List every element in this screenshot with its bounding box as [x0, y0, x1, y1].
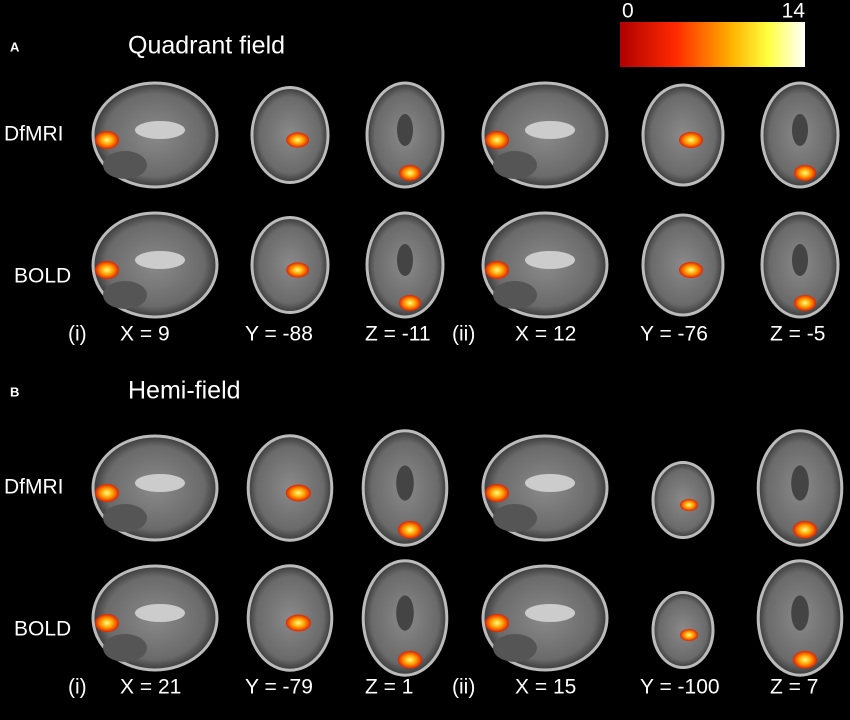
slice-coordinate: X = 15	[515, 676, 576, 699]
ventricle	[397, 114, 413, 146]
panel-letter: B	[10, 384, 19, 399]
cerebellum	[103, 281, 147, 309]
activation	[485, 131, 509, 149]
cerebellum	[103, 504, 147, 532]
ventricle	[791, 595, 809, 631]
corpus	[525, 121, 575, 139]
brain-coronal	[651, 461, 715, 539]
activation	[485, 484, 509, 502]
ventricle	[396, 595, 414, 631]
set-label: (i)	[68, 323, 87, 346]
set-label: (ii)	[452, 323, 475, 346]
activation	[286, 262, 309, 278]
slice-coordinate: X = 12	[515, 323, 576, 346]
row-label: BOLD	[14, 265, 71, 288]
ventricle	[791, 465, 809, 501]
activation	[95, 614, 119, 632]
ventricle	[792, 114, 808, 146]
activation	[679, 132, 703, 148]
corpus	[525, 604, 575, 622]
activation	[95, 484, 119, 502]
activation	[399, 165, 421, 181]
activation	[485, 614, 509, 632]
activation	[792, 651, 818, 669]
brain-coronal	[651, 591, 715, 669]
corpus	[525, 251, 575, 269]
cerebellum	[493, 151, 537, 179]
ventricle	[396, 465, 414, 501]
corpus	[135, 604, 185, 622]
activation	[286, 132, 309, 148]
colorbar-min: 0	[622, 0, 634, 23]
slice-coordinate: Z = 7	[770, 676, 818, 699]
corpus	[135, 251, 185, 269]
activation	[397, 521, 423, 539]
slice-coordinate: Y = -79	[245, 676, 313, 699]
slice-coordinate: Z = -11	[365, 323, 431, 346]
colorbar	[620, 22, 805, 67]
panel-title: Hemi-field	[128, 377, 241, 405]
cerebellum	[103, 634, 147, 662]
set-label: (i)	[68, 676, 87, 699]
panel-title: Quadrant field	[128, 32, 285, 60]
cerebellum	[493, 634, 537, 662]
slice-coordinate: X = 21	[120, 676, 181, 699]
activation	[680, 499, 698, 511]
slice-coordinate: Y = -100	[640, 676, 720, 699]
activation	[95, 131, 119, 149]
activation	[792, 521, 818, 539]
row-label: DfMRI	[4, 476, 64, 499]
slice-coordinate: Y = -88	[245, 323, 313, 346]
cerebellum	[493, 504, 537, 532]
slice-coordinate: Z = -5	[770, 323, 825, 346]
colorbar-max: 14	[782, 0, 806, 23]
ventricle	[792, 244, 808, 276]
slice-coordinate: X = 9	[120, 323, 170, 346]
panel-letter: A	[10, 39, 20, 54]
row-label: DfMRI	[4, 123, 64, 146]
slice-coordinate: Z = 1	[365, 676, 413, 699]
activation	[794, 295, 816, 311]
activation	[794, 165, 816, 181]
activation	[95, 261, 119, 279]
slice-coordinate: Y = -76	[640, 323, 708, 346]
cerebellum	[493, 281, 537, 309]
corpus	[135, 121, 185, 139]
activation	[285, 614, 311, 632]
activation	[285, 484, 311, 502]
activation	[679, 262, 703, 278]
activation	[485, 261, 509, 279]
activation	[680, 629, 698, 641]
row-label: BOLD	[14, 618, 71, 641]
cerebellum	[103, 151, 147, 179]
set-label: (ii)	[452, 676, 475, 699]
corpus	[135, 474, 185, 492]
ventricle	[397, 244, 413, 276]
corpus	[525, 474, 575, 492]
activation	[397, 651, 423, 669]
activation	[399, 295, 421, 311]
